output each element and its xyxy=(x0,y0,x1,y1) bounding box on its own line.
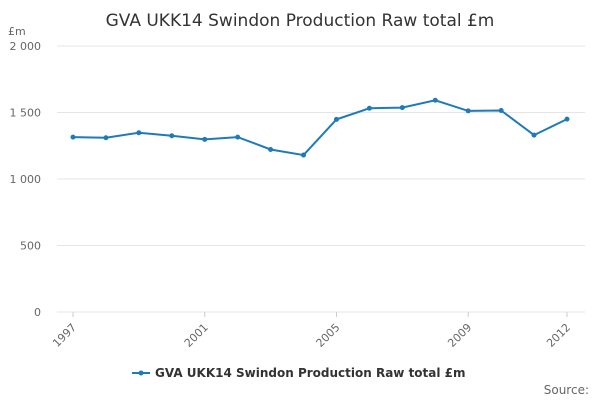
series-group xyxy=(70,97,570,158)
data-point[interactable] xyxy=(498,108,504,114)
y-tick-label: 1 500 xyxy=(10,107,42,120)
legend-series-marker xyxy=(138,370,144,376)
y-tick-label: 500 xyxy=(20,240,41,253)
y-tick-label: 1 000 xyxy=(10,173,42,186)
series-line xyxy=(72,99,568,157)
data-point[interactable] xyxy=(531,132,537,138)
data-point[interactable] xyxy=(136,130,142,136)
y-axis-unit-label: £m xyxy=(8,25,26,38)
data-point[interactable] xyxy=(202,136,208,142)
x-tick-label: 1997 xyxy=(50,321,79,350)
data-point[interactable] xyxy=(169,133,175,139)
data-point[interactable] xyxy=(366,105,372,111)
data-point[interactable] xyxy=(432,97,438,103)
data-point[interactable] xyxy=(564,116,570,122)
data-point[interactable] xyxy=(333,116,339,122)
data-point[interactable] xyxy=(465,108,471,114)
source-label: Source: xyxy=(544,383,589,397)
data-point[interactable] xyxy=(70,134,76,140)
data-point[interactable] xyxy=(399,105,405,111)
x-tick-label: 2005 xyxy=(314,321,343,350)
y-axis-ticks: 0 500 1 000 1 500 2 000 xyxy=(10,40,42,319)
legend[interactable]: GVA UKK14 Swindon Production Raw total £… xyxy=(132,366,466,380)
y-tick-label: 0 xyxy=(34,306,41,319)
data-point[interactable] xyxy=(103,135,109,141)
x-axis-ticks: 1997 2001 2005 2009 2012 xyxy=(50,312,573,350)
y-tick-label: 2 000 xyxy=(10,40,42,53)
data-point[interactable] xyxy=(268,146,274,152)
data-point[interactable] xyxy=(301,152,307,158)
x-tick-label: 2012 xyxy=(544,321,573,350)
x-tick-label: 2009 xyxy=(445,321,474,350)
gridlines xyxy=(57,45,585,313)
legend-series-label[interactable]: GVA UKK14 Swindon Production Raw total £… xyxy=(155,366,466,380)
data-point[interactable] xyxy=(235,134,241,140)
x-tick-label: 2001 xyxy=(182,321,211,350)
chart-title: GVA UKK14 Swindon Production Raw total £… xyxy=(106,11,495,31)
